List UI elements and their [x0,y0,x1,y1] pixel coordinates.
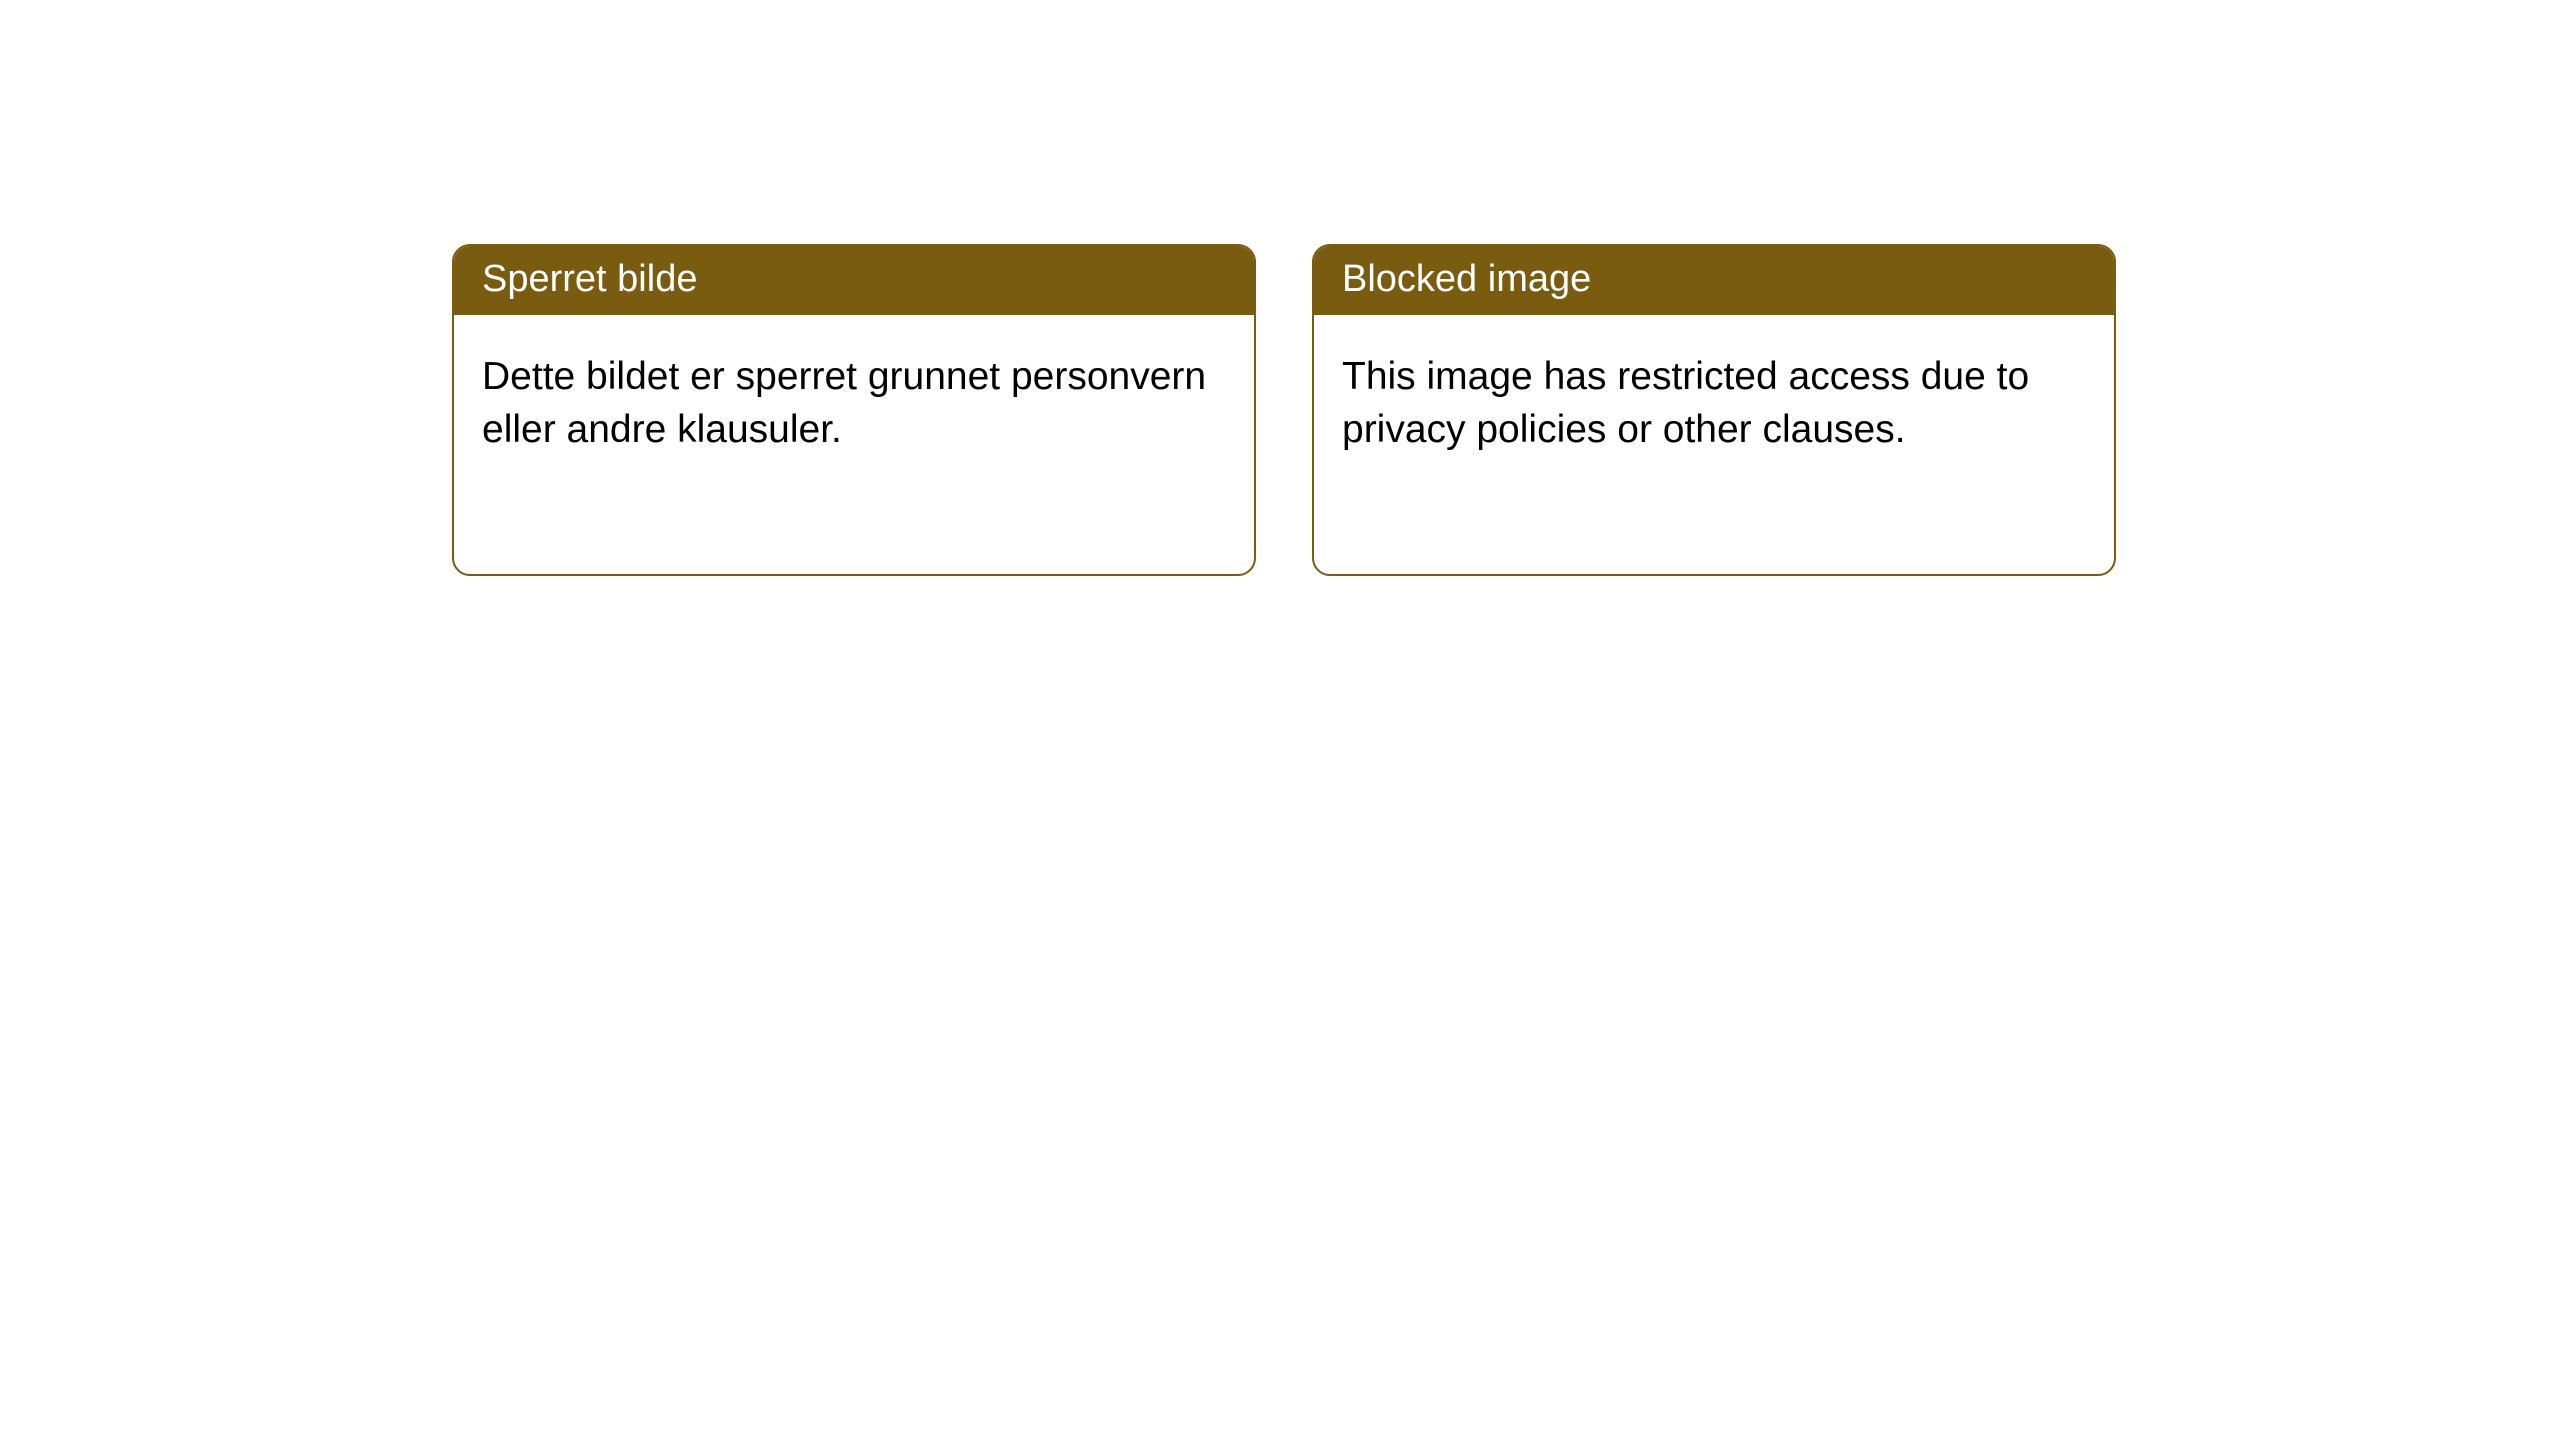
notice-card-english: Blocked image This image has restricted … [1312,244,2116,576]
notice-card-body: This image has restricted access due to … [1314,315,2114,484]
notice-card-title: Blocked image [1314,246,2114,315]
notice-cards-container: Sperret bilde Dette bildet er sperret gr… [452,244,2116,576]
notice-card-body: Dette bildet er sperret grunnet personve… [454,315,1254,484]
notice-card-norwegian: Sperret bilde Dette bildet er sperret gr… [452,244,1256,576]
notice-card-title: Sperret bilde [454,246,1254,315]
